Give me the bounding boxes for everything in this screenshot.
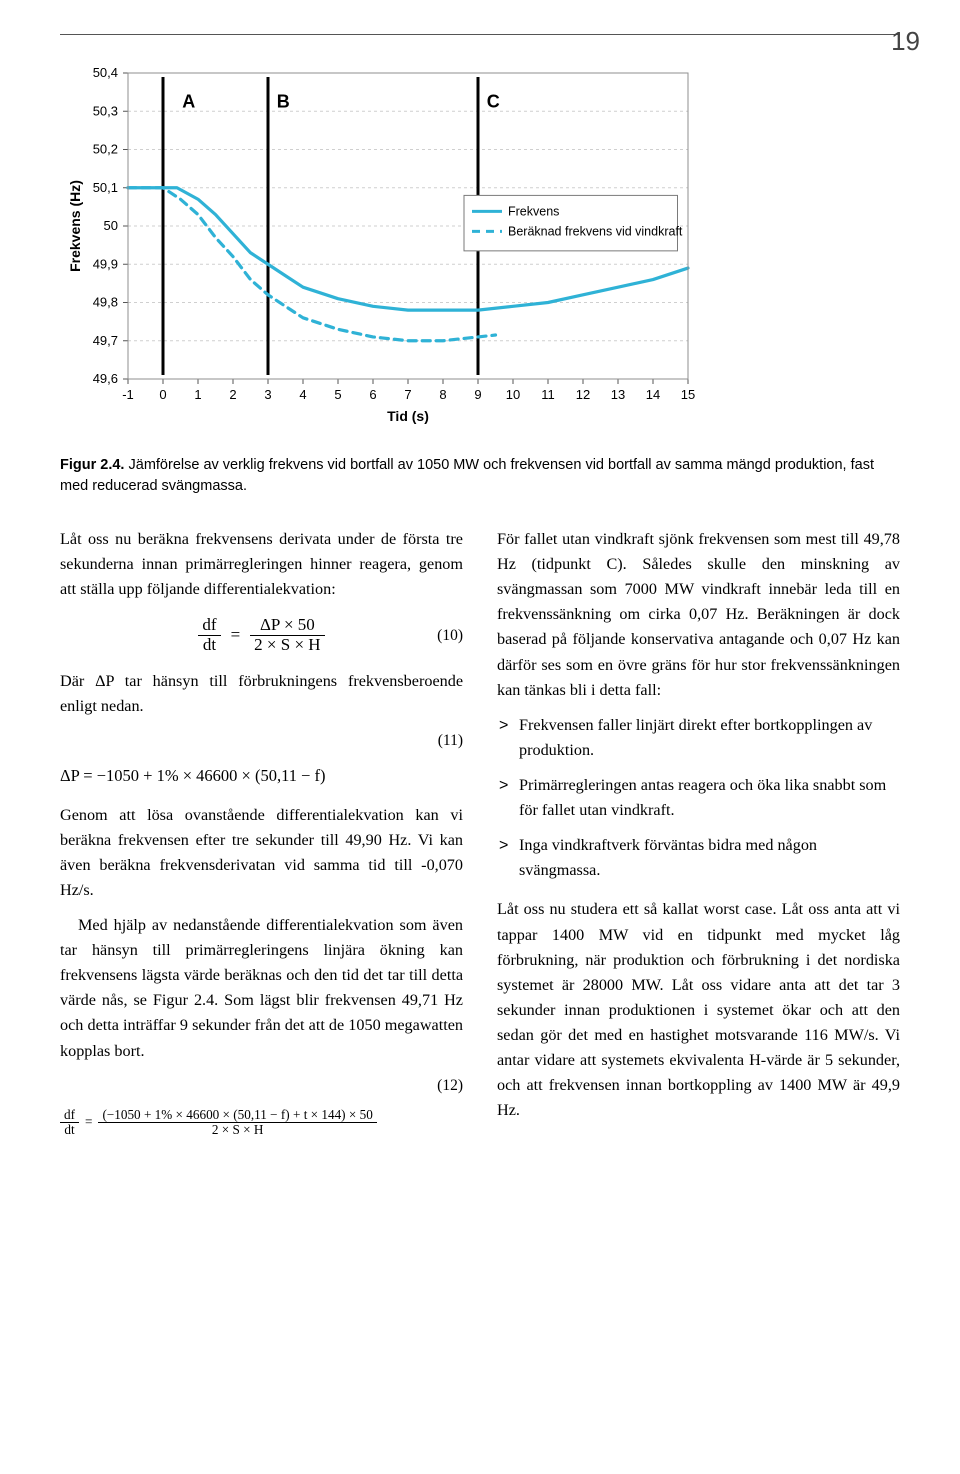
bullet-2: Primärregleringen antas reagera och öka …	[519, 773, 900, 823]
svg-text:9: 9	[474, 387, 481, 402]
svg-text:B: B	[277, 91, 290, 111]
chart-svg: -1012345678910111213141549,649,749,849,9…	[60, 59, 720, 429]
eq12-lhs-num: df	[60, 1108, 79, 1124]
svg-text:8: 8	[439, 387, 446, 402]
equation-12: df dt = (−1050 + 1% × 46600 × (50,11 − f…	[60, 1108, 463, 1138]
right-p2: Låt oss nu studera ett så kallat worst c…	[497, 897, 900, 1123]
figure-caption: Figur 2.4. Jämförelse av verklig frekven…	[60, 455, 900, 497]
eq12-equals: =	[85, 1112, 92, 1132]
svg-text:50,1: 50,1	[93, 180, 118, 195]
bullet-list: Frekvensen faller linjärt direkt efter b…	[497, 713, 900, 884]
bullet-1: Frekvensen faller linjärt direkt efter b…	[519, 713, 900, 763]
left-p4: Med hjälp av nedanstående differentialek…	[60, 913, 463, 1064]
eq10-rhs-num: ΔP × 50	[250, 616, 324, 636]
left-p3: Genom att lösa ovanstående differentiale…	[60, 803, 463, 903]
svg-text:4: 4	[299, 387, 306, 402]
figure-label: Figur 2.4.	[60, 457, 124, 473]
svg-text:Beräknad frekvens vid vindkraf: Beräknad frekvens vid vindkraft	[508, 224, 683, 238]
right-p1: För fallet utan vindkraft sjönk frekvens…	[497, 527, 900, 703]
svg-text:Frekvens (Hz): Frekvens (Hz)	[67, 180, 83, 272]
svg-text:50,4: 50,4	[93, 65, 118, 80]
svg-text:49,6: 49,6	[93, 371, 118, 386]
page-number: 19	[891, 22, 920, 61]
top-divider	[60, 34, 900, 35]
svg-text:C: C	[487, 91, 500, 111]
svg-text:3: 3	[264, 387, 271, 402]
svg-text:13: 13	[611, 387, 625, 402]
eq10-lhs-den: dt	[198, 636, 220, 655]
svg-text:7: 7	[404, 387, 411, 402]
svg-text:50: 50	[104, 218, 118, 233]
svg-text:50,3: 50,3	[93, 103, 118, 118]
eq12-rhs: (−1050 + 1% × 46600 × (50,11 − f) + t × …	[98, 1108, 376, 1138]
equation-11: ΔP = −1050 + 1% × 46600 × (50,11 − f)	[60, 763, 463, 789]
eq10-number: (10)	[437, 624, 463, 648]
svg-text:5: 5	[334, 387, 341, 402]
svg-text:A: A	[182, 91, 195, 111]
right-column: För fallet utan vindkraft sjönk frekvens…	[497, 527, 900, 1142]
eq10-lhs-num: df	[198, 616, 220, 636]
svg-text:50,2: 50,2	[93, 142, 118, 157]
eq12-lhs-den: dt	[60, 1123, 79, 1138]
svg-text:49,7: 49,7	[93, 333, 118, 348]
svg-text:Frekvens: Frekvens	[508, 204, 559, 218]
eq12-lhs: df dt	[60, 1108, 79, 1138]
svg-text:14: 14	[646, 387, 660, 402]
svg-text:6: 6	[369, 387, 376, 402]
svg-text:-1: -1	[122, 387, 134, 402]
svg-text:15: 15	[681, 387, 695, 402]
eq10-lhs: df dt	[198, 616, 220, 654]
svg-text:11: 11	[541, 387, 555, 402]
eq11-number: (11)	[60, 729, 463, 753]
figure-caption-text: Jämförelse av verklig frekvens vid bortf…	[60, 457, 874, 494]
two-column-body: Låt oss nu beräkna frekvensens derivata …	[60, 527, 900, 1142]
left-column: Låt oss nu beräkna frekvensens derivata …	[60, 527, 463, 1142]
eq10-rhs-den: 2 × S × H	[250, 636, 324, 655]
eq10-equals: =	[231, 622, 241, 648]
eq12-rhs-den: 2 × S × H	[98, 1123, 376, 1138]
eq12-rhs-num: (−1050 + 1% × 46600 × (50,11 − f) + t × …	[98, 1108, 376, 1124]
svg-text:49,9: 49,9	[93, 256, 118, 271]
svg-text:1: 1	[194, 387, 201, 402]
svg-text:10: 10	[506, 387, 520, 402]
svg-text:49,8: 49,8	[93, 295, 118, 310]
eq10-rhs: ΔP × 50 2 × S × H	[250, 616, 324, 654]
left-p2: Där ΔP tar hänsyn till förbrukningens fr…	[60, 669, 463, 719]
bullet-3: Inga vindkraftverk förväntas bidra med n…	[519, 833, 900, 883]
equation-10: df dt = ΔP × 50 2 × S × H (10)	[60, 616, 463, 654]
svg-text:2: 2	[229, 387, 236, 402]
svg-text:0: 0	[159, 387, 166, 402]
eq12-number: (12)	[60, 1074, 463, 1098]
frequency-chart: -1012345678910111213141549,649,749,849,9…	[60, 59, 900, 437]
svg-text:Tid (s): Tid (s)	[387, 408, 429, 424]
left-p1: Låt oss nu beräkna frekvensens derivata …	[60, 527, 463, 602]
svg-text:12: 12	[576, 387, 590, 402]
